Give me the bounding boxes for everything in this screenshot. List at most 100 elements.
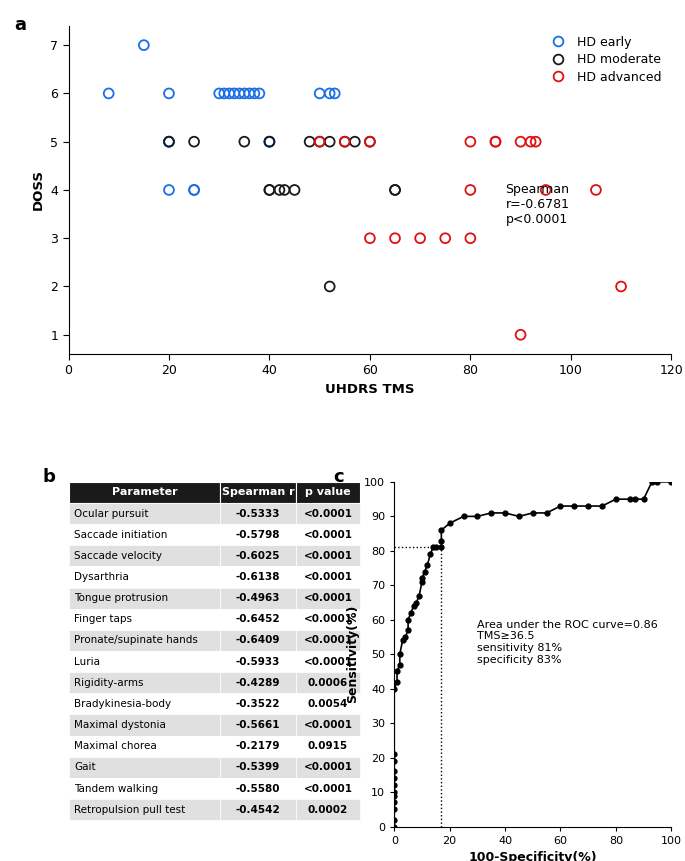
FancyBboxPatch shape: [68, 693, 220, 715]
FancyBboxPatch shape: [220, 482, 296, 503]
Point: [314, 135, 325, 149]
Point: [264, 183, 275, 197]
Point: [490, 135, 501, 149]
Point: [188, 183, 199, 197]
FancyBboxPatch shape: [68, 630, 220, 651]
Point: [138, 38, 149, 52]
Text: Bradykinesia-body: Bradykinesia-body: [75, 699, 171, 709]
Point: [188, 183, 199, 197]
FancyBboxPatch shape: [68, 503, 220, 524]
FancyBboxPatch shape: [296, 482, 360, 503]
Text: <0.0001: <0.0001: [303, 635, 353, 646]
FancyBboxPatch shape: [296, 588, 360, 609]
FancyBboxPatch shape: [68, 482, 220, 503]
Point: [339, 135, 350, 149]
Text: Ocular pursuit: Ocular pursuit: [75, 509, 149, 518]
FancyBboxPatch shape: [220, 799, 296, 821]
Point: [364, 135, 375, 149]
FancyBboxPatch shape: [296, 778, 360, 799]
Point: [364, 135, 375, 149]
FancyBboxPatch shape: [220, 503, 296, 524]
FancyBboxPatch shape: [296, 524, 360, 545]
FancyBboxPatch shape: [296, 609, 360, 630]
Point: [274, 183, 285, 197]
Legend: HD early, HD moderate, HD advanced: HD early, HD moderate, HD advanced: [542, 32, 665, 87]
FancyBboxPatch shape: [220, 715, 296, 735]
Text: Luria: Luria: [75, 657, 100, 666]
Text: b: b: [42, 468, 55, 486]
Text: Tongue protrusion: Tongue protrusion: [75, 593, 169, 604]
FancyBboxPatch shape: [68, 524, 220, 545]
Text: 0.0915: 0.0915: [308, 741, 348, 751]
Point: [164, 183, 175, 197]
FancyBboxPatch shape: [296, 630, 360, 651]
Point: [234, 86, 245, 100]
X-axis label: 100-Specificity(%): 100-Specificity(%): [469, 852, 597, 861]
X-axis label: UHDRS TMS: UHDRS TMS: [325, 383, 414, 396]
Point: [465, 232, 476, 245]
Text: Saccade initiation: Saccade initiation: [75, 530, 168, 540]
Text: Tandem walking: Tandem walking: [75, 784, 158, 794]
FancyBboxPatch shape: [220, 609, 296, 630]
FancyBboxPatch shape: [68, 588, 220, 609]
Text: Retropulsion pull test: Retropulsion pull test: [75, 805, 186, 815]
Text: p value: p value: [306, 487, 351, 498]
Point: [515, 135, 526, 149]
Text: <0.0001: <0.0001: [303, 551, 353, 561]
FancyBboxPatch shape: [296, 651, 360, 672]
Text: <0.0001: <0.0001: [303, 657, 353, 666]
Text: Spearman r: Spearman r: [222, 487, 295, 498]
Text: <0.0001: <0.0001: [303, 784, 353, 794]
Point: [349, 135, 360, 149]
Text: Pronate/supinate hands: Pronate/supinate hands: [75, 635, 198, 646]
Point: [219, 86, 229, 100]
Text: -0.5798: -0.5798: [236, 530, 280, 540]
Text: 0.0006: 0.0006: [308, 678, 348, 688]
Point: [229, 86, 240, 100]
Point: [414, 232, 425, 245]
Point: [249, 86, 260, 100]
Point: [264, 135, 275, 149]
Point: [314, 86, 325, 100]
Point: [490, 135, 501, 149]
Text: Dysarthria: Dysarthria: [75, 572, 129, 582]
FancyBboxPatch shape: [220, 651, 296, 672]
Text: -0.4963: -0.4963: [236, 593, 280, 604]
Point: [390, 183, 401, 197]
Text: <0.0001: <0.0001: [303, 615, 353, 624]
Text: a: a: [14, 16, 26, 34]
FancyBboxPatch shape: [220, 567, 296, 588]
Text: -0.5399: -0.5399: [236, 762, 280, 772]
FancyBboxPatch shape: [296, 672, 360, 693]
Text: -0.3522: -0.3522: [236, 699, 280, 709]
FancyBboxPatch shape: [68, 799, 220, 821]
Point: [364, 232, 375, 245]
Point: [264, 135, 275, 149]
Text: Parameter: Parameter: [112, 487, 177, 498]
Point: [289, 183, 300, 197]
Point: [264, 135, 275, 149]
Point: [465, 135, 476, 149]
Text: Finger taps: Finger taps: [75, 615, 132, 624]
Point: [314, 135, 325, 149]
FancyBboxPatch shape: [68, 757, 220, 778]
Point: [440, 232, 451, 245]
Point: [530, 135, 541, 149]
Text: Rigidity-arms: Rigidity-arms: [75, 678, 144, 688]
FancyBboxPatch shape: [220, 778, 296, 799]
FancyBboxPatch shape: [220, 693, 296, 715]
Text: <0.0001: <0.0001: [303, 530, 353, 540]
Text: Area under the ROC curve=0.86
TMS≥36.5
sensitivity 81%
specificity 83%: Area under the ROC curve=0.86 TMS≥36.5 s…: [477, 620, 658, 665]
FancyBboxPatch shape: [220, 524, 296, 545]
Text: -0.6409: -0.6409: [236, 635, 280, 646]
Text: <0.0001: <0.0001: [303, 593, 353, 604]
FancyBboxPatch shape: [68, 545, 220, 567]
Point: [164, 86, 175, 100]
Text: -0.5933: -0.5933: [236, 657, 280, 666]
Point: [244, 86, 255, 100]
Text: <0.0001: <0.0001: [303, 720, 353, 730]
FancyBboxPatch shape: [220, 757, 296, 778]
FancyBboxPatch shape: [296, 693, 360, 715]
Y-axis label: Sensitivity(%): Sensitivity(%): [346, 605, 359, 703]
FancyBboxPatch shape: [220, 735, 296, 757]
